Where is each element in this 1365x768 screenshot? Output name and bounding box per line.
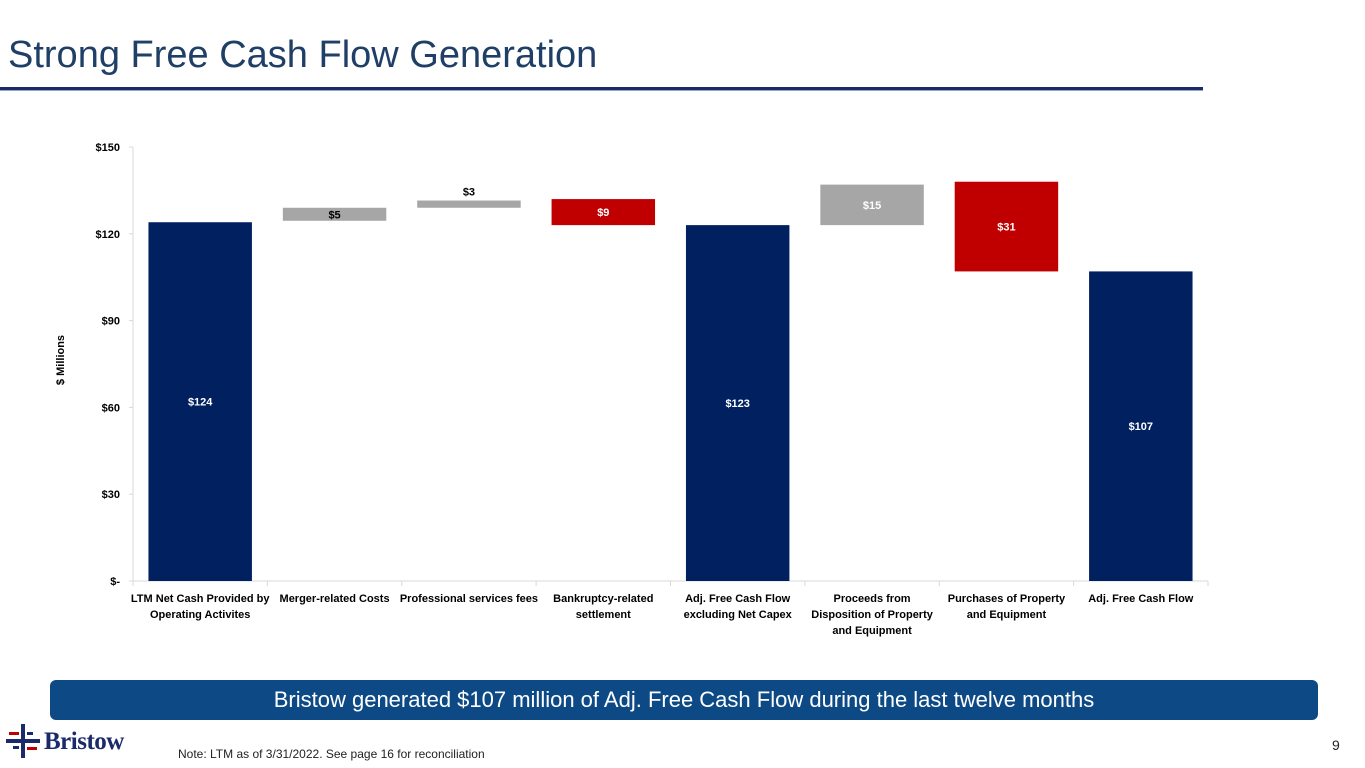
x-category-label: Proceeds from: [834, 593, 911, 605]
y-tick-label: $120: [96, 229, 120, 241]
callout-banner: Bristow generated $107 million of Adj. F…: [50, 680, 1318, 720]
x-category-label: Purchases of Property: [948, 593, 1066, 605]
bristow-logo: Bristow: [4, 722, 144, 762]
x-category-label: Adj. Free Cash Flow: [1088, 593, 1194, 605]
bar-7: [954, 181, 1059, 272]
x-category-label: Adj. Free Cash Flow: [685, 593, 791, 605]
chart-labels: $124 LTM Net Cash Provided by Operating Ac…: [131, 187, 1194, 637]
x-category-label: LTM Net Cash Provided by: [131, 593, 270, 605]
y-tick-label: $30: [102, 489, 120, 501]
bar-value-label: $5: [328, 209, 340, 221]
bar-3: [417, 200, 521, 208]
y-tick-label: $60: [102, 402, 120, 414]
waterfall-chart: $- $30 $60 $90 $120 $150 $ Millions $124 LTM Ne…: [55, 142, 1209, 637]
title-divider: [0, 87, 1203, 90]
x-category-label: Professional services fees: [400, 593, 538, 605]
x-category-label: Operating Activites: [150, 609, 250, 621]
bar-2: [282, 207, 387, 221]
y-axis-title: $ Millions: [55, 335, 67, 385]
y-tick-label: $90: [102, 316, 120, 328]
x-category-label: and Equipment: [967, 609, 1047, 621]
bristow-logo-icon: [6, 724, 40, 758]
y-tick-label: $150: [96, 142, 120, 154]
bar-value-label: $123: [725, 398, 749, 410]
bar-5: [685, 225, 790, 581]
bar-value-label: $107: [1129, 421, 1153, 433]
x-category-label: and Equipment: [832, 625, 912, 637]
bar-value-label: $31: [997, 222, 1015, 234]
page-number: 9: [1332, 737, 1340, 753]
x-category-label: excluding Net Capex: [684, 609, 793, 621]
bar-4: [551, 199, 656, 226]
bar-value-label: $124: [188, 397, 213, 409]
chart-axes: $- $30 $60 $90 $120 $150 $ Millions: [55, 142, 1209, 588]
title-divider-shadow: [0, 90, 1203, 91]
bar-value-label: $3: [463, 187, 475, 199]
x-category-label: Merger-related Costs: [280, 593, 390, 605]
x-category-label: Disposition of Property: [811, 609, 934, 621]
bar-value-label: $15: [863, 200, 881, 212]
bar-8: [1089, 271, 1193, 581]
bar-6: [820, 184, 924, 226]
bar-value-label: $9: [597, 207, 609, 219]
bar-1: [148, 222, 252, 581]
x-category-label: settlement: [576, 609, 631, 621]
x-category-label: Bankruptcy-related: [553, 593, 653, 605]
chart-bars: [148, 181, 1193, 581]
footnote: Note: LTM as of 3/31/2022. See page 16 f…: [178, 747, 485, 761]
page-title: Strong Free Cash Flow Generation: [8, 34, 598, 76]
y-tick-label: $-: [110, 576, 120, 588]
logo-text: Bristow: [44, 728, 124, 755]
